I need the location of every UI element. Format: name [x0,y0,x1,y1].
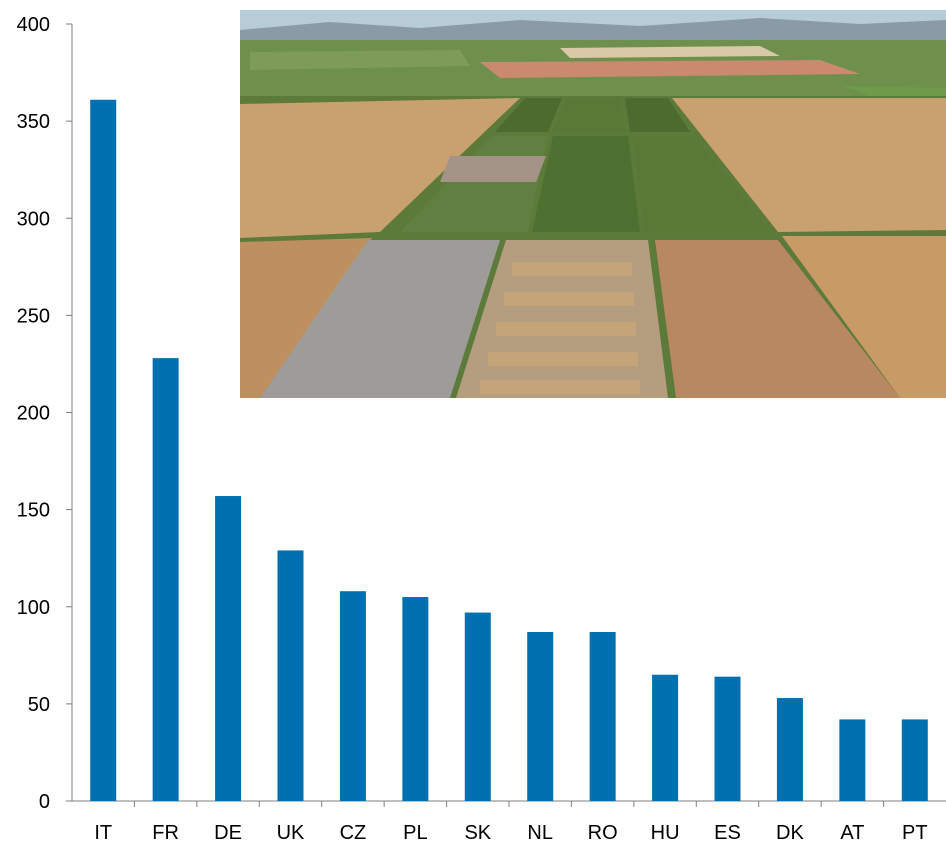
photo-furrow [512,262,632,276]
photo-plot-left-top [240,98,520,238]
x-tick-label: FR [152,822,179,844]
photo-plot-left-bottom [240,238,372,398]
photo-furrow [496,322,636,336]
x-tick-label: RO [588,822,618,844]
y-tick-label: 150 [17,500,50,522]
bar-sk [464,612,491,801]
x-tick-label: UK [277,822,305,844]
photo-content [240,10,946,398]
x-tick-label: HU [651,822,680,844]
bar-es [714,676,741,801]
bar-it [90,99,117,801]
photo-furrow [480,380,640,394]
x-tick-label: PL [403,822,427,844]
y-tick-label: 300 [17,208,50,230]
photo-far-plot-green [250,50,470,70]
photo-hills [240,18,946,44]
y-tick-label: 50 [28,694,50,716]
photo-furrow [504,292,634,306]
bar-de [215,496,242,801]
x-tick-label: IT [94,822,112,844]
bars [90,99,928,801]
y-tick-label: 250 [17,305,50,327]
photo-plot-right-top [672,98,946,232]
x-tick-label: NL [527,822,553,844]
photo-far-plot-red [480,60,860,78]
photo-plot-green-6 [633,136,770,232]
bar-cz [339,591,366,801]
photo-plot-green-3 [625,98,690,132]
bar-ro [589,632,616,801]
x-tick-label: CZ [340,822,367,844]
x-tick-label: SK [464,822,491,844]
bar-pt [901,719,928,801]
photo-furrow [488,352,638,366]
photo-plot-brown [655,240,900,398]
photo-plot-right-bottom [782,236,946,398]
bar-uk [277,550,304,801]
photo-plot-green-5 [532,136,640,232]
y-tick-labels: 0 50 100 150 200 250 300 350 400 [17,14,50,813]
bar-fr [152,358,179,801]
x-tick-label: DK [776,822,804,844]
x-tick-label: ES [714,822,741,844]
y-tick-label: 400 [17,14,50,36]
x-tick-labels: IT FR DE UK CZ PL SK NL RO HU ES DK AT PT [94,822,927,844]
y-tick-label: 200 [17,403,50,425]
photo-far-plot-pale [560,46,780,58]
y-tick-label: 100 [17,597,50,619]
bar-hu [652,674,679,801]
x-tick-label: DE [214,822,242,844]
photo-plot-green-1 [495,98,562,132]
bar-dk [776,698,803,801]
bar-nl [527,632,554,801]
bar-pl [402,597,429,801]
photo-plot-green-2 [553,98,625,132]
y-tick-label: 350 [17,111,50,133]
y-tick-label: 0 [39,791,50,813]
photo-plot-grey [260,240,500,398]
aerial-farmland-photo [240,10,946,398]
photo-plot-grey-small [440,156,546,182]
x-tick-label: PT [902,822,928,844]
bar-at [839,719,866,801]
x-tick-label: AT [840,822,864,844]
